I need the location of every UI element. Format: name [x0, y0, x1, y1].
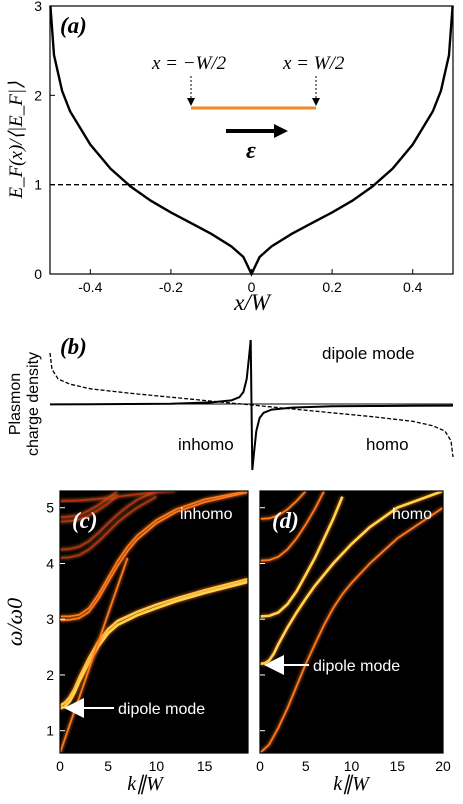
panel-c-mode-branch — [60, 495, 157, 559]
panel-d-mode-branch — [260, 491, 325, 562]
panel-d: 0 5 10 15 20 (d) homo dipole mode k∥W — [256, 490, 451, 795]
panel-b: (b) dipole mode inhomo homo Plasmon char… — [7, 334, 454, 471]
panel-a-xtick-label: 0 — [248, 279, 256, 295]
panel-a-ylabel: E_F(x)/⟨|E_F|⟩ — [6, 81, 27, 200]
panel-d-xtick-label: 0 — [256, 758, 264, 774]
panel-c: 0 5 10 15 1 2 3 4 5 (c) inhomo dipole mode k∥W ω… — [2, 490, 249, 795]
panel-a-xtick-label: -0.4 — [78, 279, 102, 295]
panel-c-mode-branch — [60, 491, 176, 502]
field-label: ε — [246, 138, 256, 164]
left-edge-label: x = −W/2 — [151, 53, 227, 74]
panel-a-ytick-label: 2 — [34, 87, 42, 103]
panel-c-mode-branch — [60, 491, 248, 622]
panel-d-dipole-label: dipole mode — [313, 658, 400, 675]
panel-c-bg — [60, 491, 248, 753]
panel-a-ytick-label: 0 — [34, 266, 42, 282]
panel-a-xlabel: x/W — [233, 290, 272, 315]
panel-c-mode-branch — [60, 491, 248, 618]
panel-d-xtick-label: 15 — [389, 758, 405, 774]
panel-d-mode-branch — [260, 491, 307, 520]
panel-d-label: (d) — [272, 508, 299, 533]
panel-c-xtick-label: 15 — [197, 758, 213, 774]
panel-c-mode-branch — [60, 494, 119, 523]
panel-c-dipole-label: dipole mode — [118, 701, 205, 718]
panel-c-ytick-label: 5 — [46, 500, 54, 516]
panel-a-label: (a) — [60, 13, 87, 38]
panel-c-label: (c) — [72, 508, 98, 533]
panel-c-corner-label: inhomo — [180, 506, 233, 523]
panel-a-xtick-label: -0.2 — [159, 279, 183, 295]
panel-c-ytick-label: 4 — [46, 555, 54, 571]
panel-c-ylabel: ω/ω0 — [2, 598, 27, 646]
panel-c-ytick-label: 2 — [46, 667, 54, 683]
panel-c-xtick-label: 0 — [56, 758, 64, 774]
field-arrow-head — [274, 124, 288, 138]
panel-c-ytick-label: 3 — [46, 611, 54, 627]
panel-d-xtick-label: 10 — [344, 758, 360, 774]
panel-c-mode-branch — [60, 557, 129, 753]
dipole-mode-label: dipole mode — [322, 344, 415, 363]
panel-c-mode-branch — [60, 491, 157, 551]
fermi-energy-curve — [49, 5, 454, 277]
panel-d-xlabel: k∥W — [333, 773, 371, 795]
panel-d-mode-branch — [260, 506, 443, 753]
homo-label: homo — [366, 435, 409, 454]
panel-a-ytick-label: 3 — [34, 0, 42, 14]
panel-d-corner-label: homo — [392, 506, 432, 523]
panel-c-xtick-label: 10 — [149, 758, 165, 774]
panel-d-xtick-label: 20 — [435, 758, 451, 774]
inhomo-label: inhomo — [178, 435, 234, 454]
right-edge-label: x = W/2 — [282, 53, 345, 74]
panel-a: -0.4 -0.2 0 0.2 0.4 0 1 2 3 x = −W/2 x = W/2 ε (… — [6, 0, 454, 315]
panel-b-label: (b) — [60, 334, 87, 359]
panel-c-xlabel: k∥W — [127, 773, 165, 795]
panel-a-xtick-label: 0.4 — [403, 279, 423, 295]
panel-b-ylabel-line2: charge density — [25, 352, 42, 456]
panel-a-xtick-label: 0.2 — [322, 279, 342, 295]
panel-c-xtick-label: 5 — [104, 758, 112, 774]
homo-charge-density — [49, 352, 454, 458]
panel-d-xtick-label: 5 — [302, 758, 310, 774]
panel-a-ytick-label: 1 — [34, 177, 42, 193]
panel-d-mode-branch — [260, 496, 344, 618]
panel-c-ytick-label: 1 — [46, 723, 54, 739]
panel-b-ylabel-line1: Plasmon — [7, 373, 24, 435]
panel-c-frame — [59, 490, 249, 754]
